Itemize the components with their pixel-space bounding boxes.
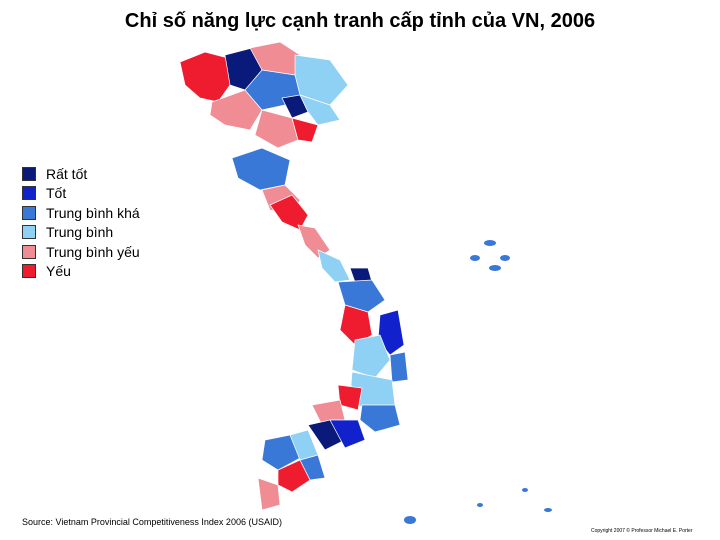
province-lamdong — [359, 404, 401, 433]
legend-label: Yếu — [46, 263, 71, 280]
island-spratly-1 — [404, 516, 416, 524]
copyright-note: Copyright 2007 © Professor Michael E. Po… — [591, 528, 693, 534]
map-title: Chỉ số năng lực cạnh tranh cấp tỉnh của … — [124, 10, 596, 32]
province-phuyen — [389, 351, 409, 383]
province-northwest — [179, 51, 231, 103]
legend-item: Tốt — [22, 184, 140, 204]
province-mekong-e — [299, 454, 326, 481]
province-haiphong — [299, 94, 341, 126]
province-ninhbinh — [291, 117, 319, 143]
legend-label: Trung bình yếu — [46, 243, 140, 260]
province-mekong-d — [257, 477, 281, 511]
province-redriver — [254, 109, 299, 149]
province-gialai — [351, 334, 391, 379]
island-spratly-2 — [477, 503, 483, 507]
legend-label: Tốt — [46, 185, 67, 202]
legend-swatch — [22, 166, 36, 181]
legend-label: Rất tốt — [46, 165, 88, 182]
legend-swatch — [22, 244, 36, 259]
island-paracel-4 — [489, 265, 501, 271]
province-thanhhoa — [231, 147, 291, 191]
legend-label: Trung bình — [46, 224, 114, 241]
legend-item: Yếu — [22, 262, 140, 282]
legend-label: Trung bình khá — [46, 204, 140, 221]
province-hatinh — [269, 194, 309, 231]
province-dongnai — [329, 419, 366, 449]
legend-item: Trung bình yếu — [22, 242, 140, 262]
legend-item: Trung bình khá — [22, 203, 140, 223]
island-spratly-4 — [544, 508, 552, 512]
island-paracel-2 — [470, 255, 480, 261]
legend: Rất tốt Tốt Trung bình khá Trung bình Tr… — [22, 164, 140, 281]
island-paracel-1 — [484, 240, 496, 246]
legend-swatch — [22, 225, 36, 240]
province-quangnam — [337, 279, 386, 313]
province-mekong-a — [261, 434, 301, 471]
province-daknong — [337, 384, 363, 411]
island-spratly-3 — [522, 488, 528, 492]
legend-item: Rất tốt — [22, 164, 140, 184]
legend-item: Trung bình — [22, 223, 140, 243]
legend-swatch — [22, 264, 36, 279]
province-mekong-c — [277, 459, 311, 493]
island-paracel-3 — [500, 255, 510, 261]
legend-swatch — [22, 186, 36, 201]
province-quangtri — [317, 249, 351, 283]
source-note: Source: Vietnam Provincial Competitivene… — [22, 517, 282, 527]
legend-swatch — [22, 205, 36, 220]
